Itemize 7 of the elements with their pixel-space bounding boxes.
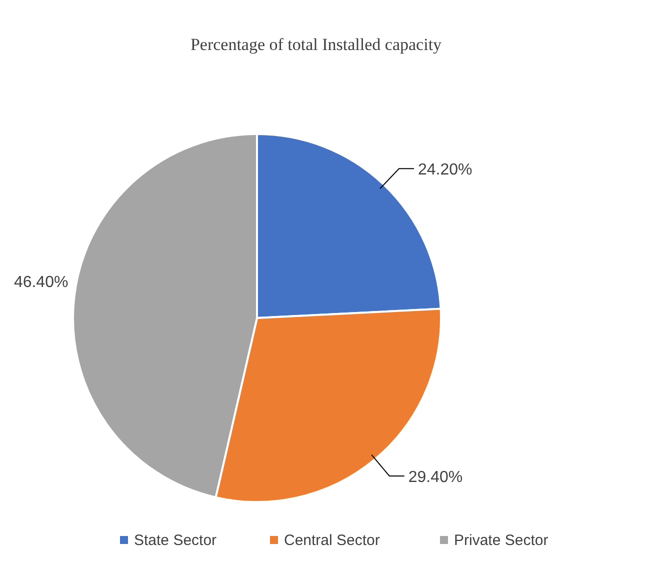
chart-title: Percentage of total Installed capacity: [190, 35, 442, 54]
legend-label: Private Sector: [454, 532, 548, 549]
data-label: 46.40%: [14, 274, 68, 292]
data-label: 29.40%: [408, 468, 463, 486]
data-label: 24.20%: [418, 162, 472, 179]
legend-label: State Sector: [134, 532, 217, 549]
legend-label: Central Sector: [284, 532, 380, 549]
